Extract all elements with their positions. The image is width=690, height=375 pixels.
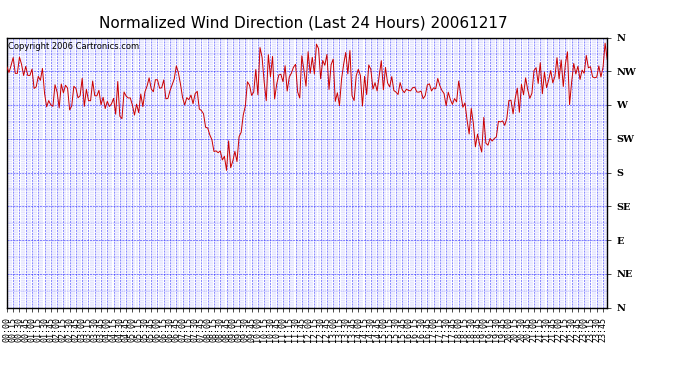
Text: Normalized Wind Direction (Last 24 Hours) 20061217: Normalized Wind Direction (Last 24 Hours… [99, 15, 508, 30]
Text: Copyright 2006 Cartronics.com: Copyright 2006 Cartronics.com [8, 42, 139, 51]
